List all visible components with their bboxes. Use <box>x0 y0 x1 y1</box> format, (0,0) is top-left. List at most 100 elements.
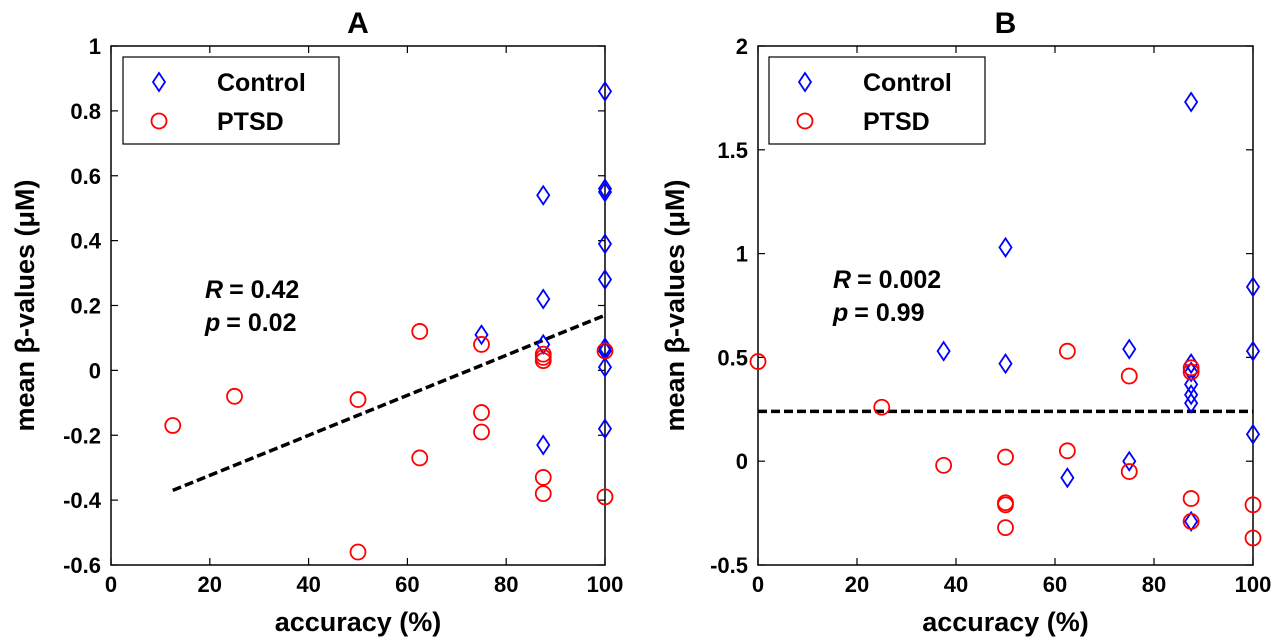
r-value: = 0.42 <box>229 276 299 304</box>
control-point <box>597 356 613 378</box>
y-tick-label: 0 <box>89 358 101 383</box>
x-tick-label: 60 <box>395 572 419 597</box>
ptsd-point <box>411 323 429 340</box>
x-tick-label: 100 <box>587 572 624 597</box>
legend-label-control: Control <box>863 69 952 97</box>
x-tick-label: 40 <box>944 572 968 597</box>
panel-title: B <box>995 7 1017 40</box>
ptsd-point <box>473 404 490 421</box>
stats-annotation: R = 0.42 p = 0.02 <box>204 276 299 337</box>
ptsd-point <box>596 342 614 360</box>
p-label: p <box>832 299 848 327</box>
y-tick-label: -0.4 <box>63 488 102 513</box>
control-point <box>1184 384 1199 406</box>
control-point <box>1060 467 1075 489</box>
control-point <box>597 340 613 362</box>
x-tick-label: 80 <box>1142 572 1166 597</box>
y-tick-label: -0.5 <box>710 553 748 578</box>
ptsd-point <box>226 387 243 405</box>
ptsd-point <box>411 449 429 467</box>
y-tick-label: 0.5 <box>717 345 748 370</box>
legend-control-marker <box>151 71 167 93</box>
r-label: R <box>833 266 851 294</box>
control-point <box>597 233 613 255</box>
y-tick-label: 0.8 <box>70 99 101 124</box>
y-tick-label: 0 <box>736 449 748 474</box>
control-point <box>1184 91 1199 113</box>
panel-title: A <box>347 7 369 40</box>
control-point <box>474 324 489 346</box>
ptsd-point <box>473 423 490 441</box>
ptsd-point <box>935 456 953 474</box>
legend: Control PTSD <box>122 56 340 145</box>
legend-ptsd-marker <box>150 112 168 130</box>
y-tick-label: 2 <box>736 34 748 59</box>
ptsd-point <box>1120 463 1138 480</box>
p-value: = 0.99 <box>854 299 924 327</box>
control-point <box>998 236 1013 258</box>
y-tick-label: -0.6 <box>63 553 101 578</box>
y-axis-label: mean β-values (μM) <box>660 179 690 431</box>
control-point <box>1184 361 1199 383</box>
ptsd-point <box>1120 367 1138 385</box>
control-point <box>597 181 613 203</box>
y-tick-label: 1 <box>736 242 748 267</box>
control-point <box>1184 510 1199 533</box>
p-statistic: p = 0.02 <box>204 309 296 337</box>
control-point <box>1245 423 1261 445</box>
r-value: = 0.002 <box>857 266 941 294</box>
series-ptsd <box>164 323 614 561</box>
control-point <box>597 178 613 200</box>
chart-panel-a: A 0 20 40 60 80 100 -0.6 -0.4 -0.2 0 0.2 0.4 0.6 0.8 1 a… <box>10 7 623 637</box>
y-tick-label: -0.2 <box>63 423 101 448</box>
control-point <box>936 340 951 362</box>
p-value: = 0.02 <box>226 309 296 337</box>
r-statistic: R = 0.42 <box>205 276 299 304</box>
ptsd-point <box>873 398 891 416</box>
ptsd-point <box>534 352 552 370</box>
control-point <box>536 288 551 310</box>
control-point <box>1122 450 1137 472</box>
control-point <box>1184 392 1199 414</box>
x-tick-label: 80 <box>494 572 518 597</box>
ptsd-point <box>997 496 1014 514</box>
legend: Control PTSD <box>768 56 986 145</box>
x-tick-label: 60 <box>1043 572 1067 597</box>
p-statistic: p = 0.99 <box>832 299 924 327</box>
p-label: p <box>204 309 220 337</box>
y-tick-label: 0.2 <box>70 294 101 319</box>
y-tick-label: 1.5 <box>717 138 748 163</box>
legend-label-ptsd: PTSD <box>863 108 930 136</box>
x-axis-label: accuracy (%) <box>922 607 1089 637</box>
ptsd-point <box>1182 513 1200 530</box>
control-point <box>597 268 613 291</box>
ptsd-point <box>1182 363 1200 381</box>
y-axis-label: mean β-values (μM) <box>10 179 40 431</box>
ptsd-point <box>1244 529 1262 547</box>
ptsd-point <box>534 485 552 503</box>
series-ptsd <box>749 342 1262 547</box>
control-point <box>597 80 613 103</box>
ptsd-point <box>997 448 1014 466</box>
ptsd-point <box>997 519 1014 537</box>
x-tick-label: 0 <box>105 572 117 597</box>
ptsd-point <box>596 488 614 506</box>
y-tick-label: 0.4 <box>70 229 101 254</box>
x-tick-label: 40 <box>296 572 320 597</box>
legend-ptsd-marker <box>796 112 814 130</box>
x-tick-label: 100 <box>1235 572 1272 597</box>
legend-label-control: Control <box>217 69 306 97</box>
control-point <box>1122 338 1137 360</box>
ptsd-point <box>1244 496 1262 514</box>
ptsd-point <box>473 336 490 353</box>
ptsd-point <box>1058 442 1076 460</box>
ptsd-point <box>1182 359 1200 377</box>
stats-annotation: R = 0.002 p = 0.99 <box>832 266 941 327</box>
ptsd-point <box>164 417 182 434</box>
ptsd-point <box>749 353 767 370</box>
ptsd-point <box>1182 490 1200 507</box>
legend-control-marker <box>797 71 813 93</box>
control-point <box>536 184 551 206</box>
